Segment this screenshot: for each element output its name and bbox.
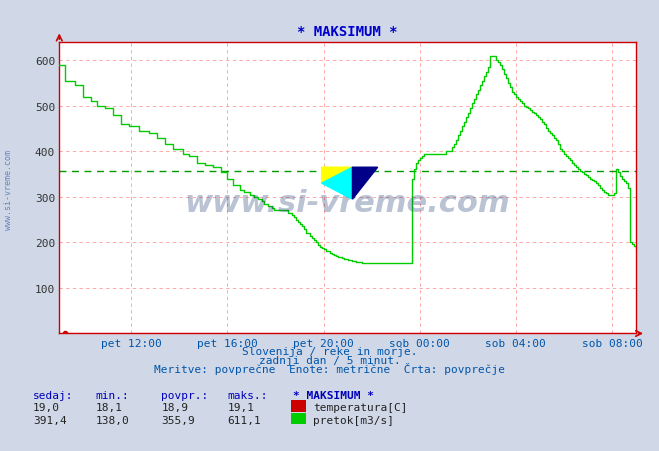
Text: zadnji dan / 5 minut.: zadnji dan / 5 minut. bbox=[258, 355, 401, 365]
Text: min.:: min.: bbox=[96, 390, 129, 400]
Text: * MAKSIMUM *: * MAKSIMUM * bbox=[293, 390, 374, 400]
Text: maks.:: maks.: bbox=[227, 390, 268, 400]
Text: 19,0: 19,0 bbox=[33, 402, 60, 412]
Text: sedaj:: sedaj: bbox=[33, 390, 73, 400]
Text: Meritve: povprečne  Enote: metrične  Črta: povprečje: Meritve: povprečne Enote: metrične Črta:… bbox=[154, 362, 505, 374]
Title: * MAKSIMUM *: * MAKSIMUM * bbox=[297, 25, 398, 39]
Text: www.si-vreme.com: www.si-vreme.com bbox=[4, 150, 13, 229]
Text: www.si-vreme.com: www.si-vreme.com bbox=[185, 189, 511, 217]
Text: 611,1: 611,1 bbox=[227, 415, 261, 425]
Polygon shape bbox=[353, 168, 378, 200]
Polygon shape bbox=[322, 168, 353, 184]
Text: 138,0: 138,0 bbox=[96, 415, 129, 425]
Text: 18,1: 18,1 bbox=[96, 402, 123, 412]
Text: 391,4: 391,4 bbox=[33, 415, 67, 425]
Text: pretok[m3/s]: pretok[m3/s] bbox=[313, 415, 394, 425]
Text: 355,9: 355,9 bbox=[161, 415, 195, 425]
Text: temperatura[C]: temperatura[C] bbox=[313, 402, 407, 412]
Text: Slovenija / reke in morje.: Slovenija / reke in morje. bbox=[242, 346, 417, 356]
Polygon shape bbox=[322, 168, 353, 200]
Text: 19,1: 19,1 bbox=[227, 402, 254, 412]
Text: povpr.:: povpr.: bbox=[161, 390, 209, 400]
Text: 18,9: 18,9 bbox=[161, 402, 188, 412]
